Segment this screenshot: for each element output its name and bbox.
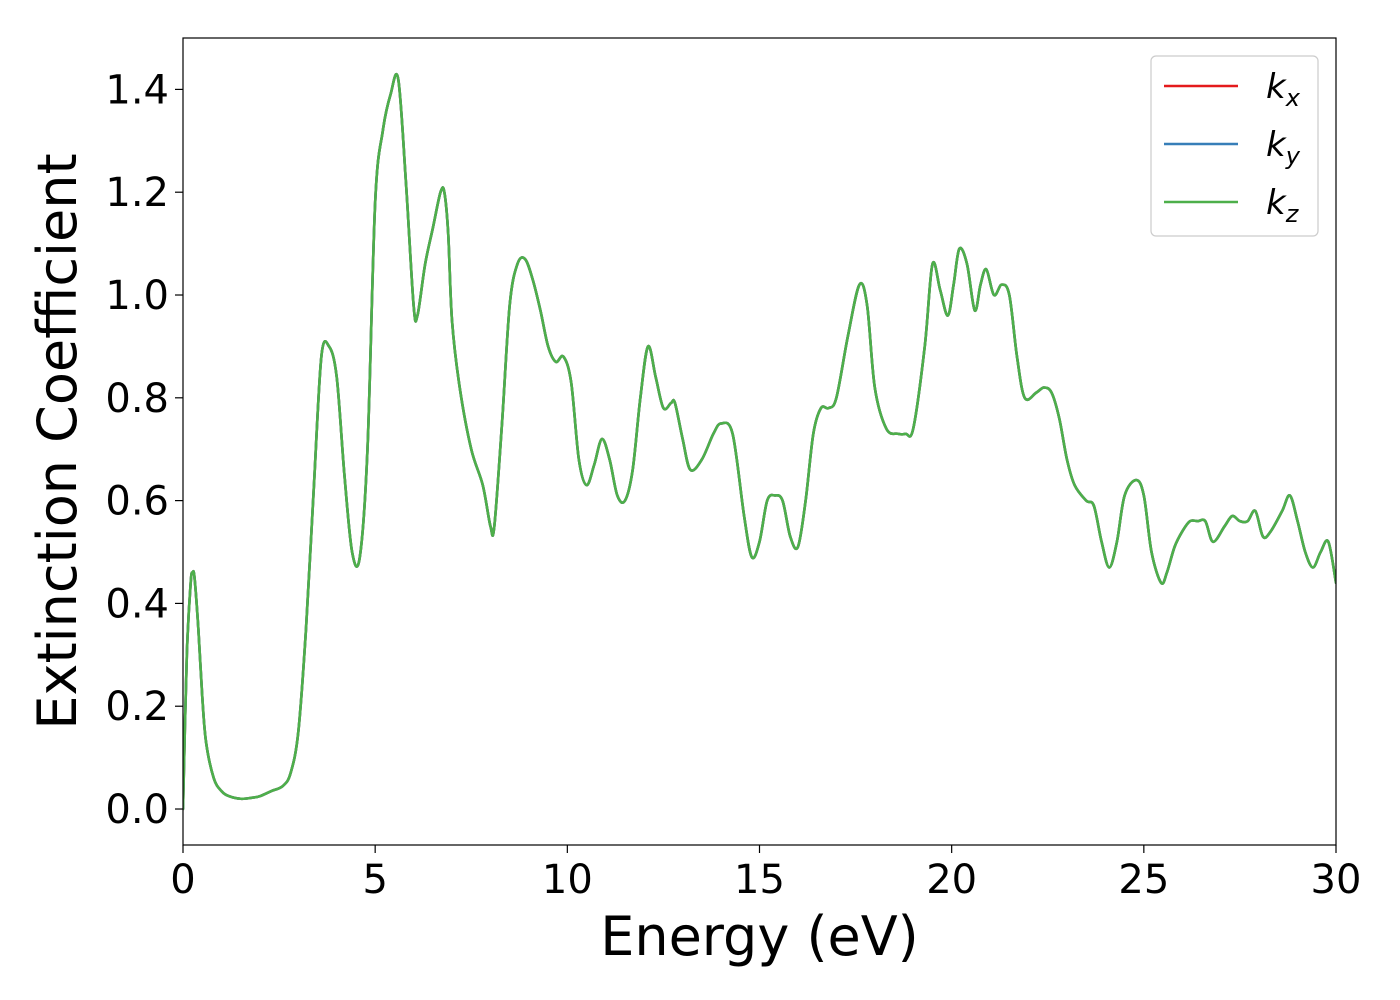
legend-box — [1150, 55, 1319, 237]
x-tick-label: 15 — [734, 857, 785, 903]
x-tick-label: 25 — [1118, 857, 1169, 903]
y-tick-label: 0.8 — [105, 376, 169, 422]
x-tick-label: 5 — [362, 857, 387, 903]
x-tick-label: 20 — [926, 857, 977, 903]
legend-label-kz: kz — [1266, 183, 1300, 228]
series-layer — [183, 72, 1336, 811]
series-line-kz — [183, 72, 1336, 811]
legend-label-subscript: x — [1285, 84, 1301, 112]
x-tick-label: 0 — [170, 857, 195, 903]
y-tick-label: 0.4 — [105, 581, 169, 627]
legend-label-subscript: y — [1285, 142, 1301, 170]
y-tick-label: 1.4 — [105, 67, 169, 113]
x-axis-label: Energy (eV) — [600, 905, 919, 968]
y-tick-label: 1.0 — [105, 273, 169, 319]
y-tick-label: 1.2 — [105, 170, 169, 216]
legend-label-ky: ky — [1266, 125, 1301, 170]
legend-label-kx: kx — [1266, 67, 1301, 112]
legend-label-subscript: z — [1285, 200, 1300, 228]
y-tick-label: 0.0 — [105, 787, 169, 833]
y-axis-ticks: 0.0 0.2 0.4 0.6 0.8 1.0 1.2 1.4 — [105, 67, 183, 833]
legend-label-base: k — [1266, 67, 1287, 107]
y-axis-label: Extinction Coefficient — [26, 153, 89, 729]
x-tick-label: 10 — [542, 857, 593, 903]
y-tick-label: 0.2 — [105, 684, 169, 730]
y-tick-label: 0.6 — [105, 479, 169, 525]
x-axis-ticks: 0 5 10 15 20 25 30 — [170, 845, 1361, 903]
legend-label-base: k — [1266, 125, 1287, 165]
legend-label-base: k — [1266, 183, 1287, 223]
x-tick-label: 30 — [1311, 857, 1362, 903]
